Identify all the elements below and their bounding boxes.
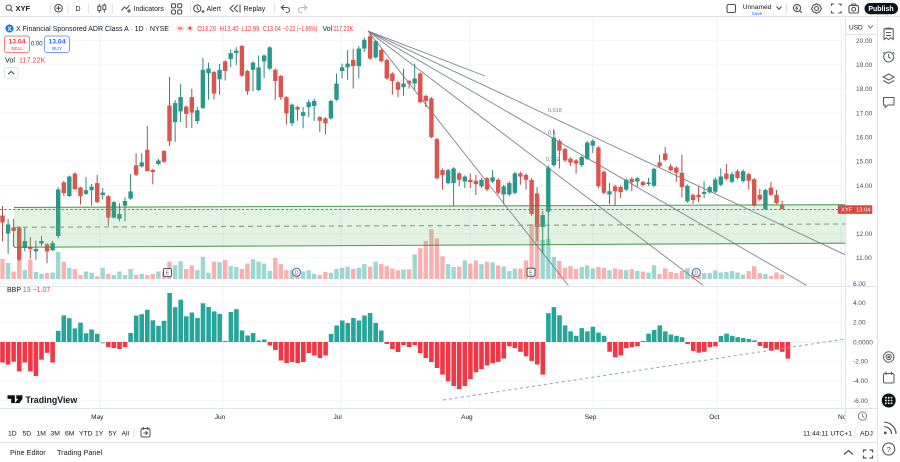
svg-text:Indicators: Indicators xyxy=(134,6,165,13)
svg-text:May: May xyxy=(91,414,104,421)
svg-text:-6.00: -6.00 xyxy=(853,398,868,405)
svg-text:17.00: 17.00 xyxy=(856,110,873,117)
svg-text:20.00: 20.00 xyxy=(856,38,873,45)
svg-text:D: D xyxy=(694,271,698,277)
svg-text:Jul: Jul xyxy=(334,414,343,421)
svg-text:4.00: 4.00 xyxy=(853,300,866,307)
svg-text:14.00: 14.00 xyxy=(856,183,873,190)
svg-text:1Y: 1Y xyxy=(95,431,104,438)
svg-text:Publish: Publish xyxy=(868,6,893,13)
svg-text:Replay: Replay xyxy=(244,6,266,13)
svg-text:19.00: 19.00 xyxy=(856,62,873,69)
svg-text:0.5: 0.5 xyxy=(548,131,556,137)
svg-text:1M: 1M xyxy=(37,431,47,438)
svg-text:ADJ: ADJ xyxy=(860,431,873,438)
svg-text:13.04: 13.04 xyxy=(856,208,871,214)
svg-text:D: D xyxy=(295,270,299,276)
svg-text:Trading Panel: Trading Panel xyxy=(57,448,103,457)
svg-text:All: All xyxy=(122,431,130,438)
svg-text:3M: 3M xyxy=(51,431,61,438)
svg-text:Sep: Sep xyxy=(585,414,597,421)
svg-text:YTD: YTD xyxy=(79,431,93,438)
svg-text:Unnamed: Unnamed xyxy=(743,4,772,11)
svg-text:11:44:11 UTC+1: 11:44:11 UTC+1 xyxy=(803,431,852,438)
svg-text:-2.00: -2.00 xyxy=(853,359,868,366)
svg-text:?: ? xyxy=(887,445,891,454)
svg-text:6.00: 6.00 xyxy=(853,281,866,288)
svg-text:USD: USD xyxy=(849,25,863,32)
svg-text:5Y: 5Y xyxy=(109,431,118,438)
svg-text:18.00: 18.00 xyxy=(856,86,873,93)
svg-text:16.00: 16.00 xyxy=(856,135,873,142)
svg-text:15.00: 15.00 xyxy=(856,159,873,166)
svg-text:11.00: 11.00 xyxy=(856,255,872,262)
svg-text:XYF: XYF xyxy=(841,208,853,214)
svg-text:XYF: XYF xyxy=(16,4,31,13)
svg-text:No: No xyxy=(838,414,847,421)
svg-text:Alert: Alert xyxy=(207,6,221,13)
svg-text:12.00: 12.00 xyxy=(856,231,873,238)
svg-text:2.00: 2.00 xyxy=(853,320,866,327)
svg-text:5D: 5D xyxy=(23,431,32,438)
svg-text:TradingView: TradingView xyxy=(26,395,78,405)
svg-text:Oct: Oct xyxy=(709,414,719,421)
svg-text:D: D xyxy=(76,6,81,13)
svg-text:1D: 1D xyxy=(8,431,17,438)
svg-text:E: E xyxy=(166,271,170,277)
svg-text:-4.00: -4.00 xyxy=(853,378,868,385)
svg-text:Pine Editor: Pine Editor xyxy=(10,448,46,457)
svg-text:Aug: Aug xyxy=(461,414,473,421)
svg-text:Save: Save xyxy=(752,11,763,16)
svg-text:E: E xyxy=(529,270,533,276)
svg-text:Jun: Jun xyxy=(215,414,226,421)
svg-text:6M: 6M xyxy=(65,431,75,438)
svg-text:0.618: 0.618 xyxy=(548,108,562,114)
svg-text:0.0000: 0.0000 xyxy=(853,339,873,346)
